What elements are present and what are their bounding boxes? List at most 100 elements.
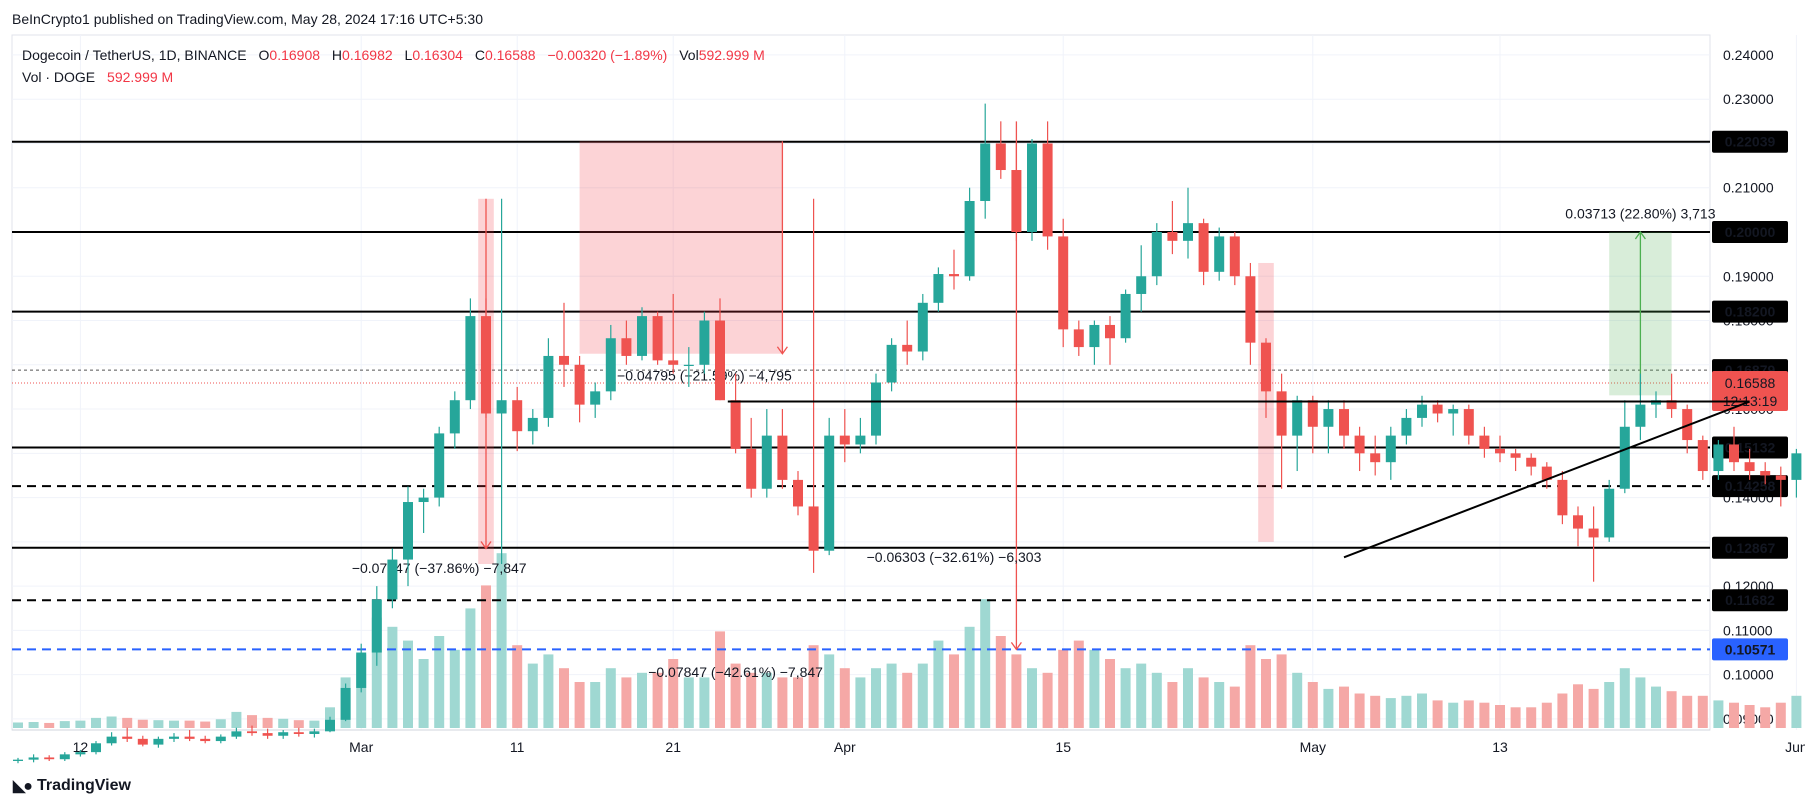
candle-up[interactable] xyxy=(1292,400,1303,436)
candle-up[interactable] xyxy=(1619,426,1630,489)
candle-down[interactable] xyxy=(247,731,257,734)
candle-down[interactable] xyxy=(668,360,679,365)
candle-up[interactable] xyxy=(1089,324,1100,348)
candle-up[interactable] xyxy=(933,274,944,303)
candle-down[interactable] xyxy=(1479,435,1490,449)
candle-down[interactable] xyxy=(1760,471,1771,476)
candle-up[interactable] xyxy=(1417,404,1427,418)
candle-down[interactable] xyxy=(1370,453,1381,463)
candle-down[interactable] xyxy=(1729,444,1739,463)
candle-down[interactable] xyxy=(200,738,211,742)
candle-down[interactable] xyxy=(559,355,569,365)
candle-down[interactable] xyxy=(1573,515,1583,529)
candle-up[interactable] xyxy=(637,316,647,356)
candle-down[interactable] xyxy=(808,506,819,551)
candle-up[interactable] xyxy=(1151,231,1162,277)
candle-down[interactable] xyxy=(1198,223,1209,272)
support-trendline[interactable] xyxy=(1343,400,1750,559)
candle-up[interactable] xyxy=(309,731,320,734)
candle-down[interactable] xyxy=(949,274,959,277)
candle-up[interactable] xyxy=(231,731,242,737)
candle-up[interactable] xyxy=(1448,409,1459,414)
candle-up[interactable] xyxy=(59,754,70,760)
candle-up[interactable] xyxy=(356,652,367,688)
candle-up[interactable] xyxy=(1323,409,1334,427)
candle-up[interactable] xyxy=(75,752,86,755)
candle-up[interactable] xyxy=(28,757,39,760)
symbol-name[interactable]: Dogecoin / TetherUS, 1D, BINANCE xyxy=(22,47,247,63)
candle-down[interactable] xyxy=(122,736,133,739)
candle-down[interactable] xyxy=(574,364,585,405)
candle-up[interactable] xyxy=(496,400,507,414)
candle-down[interactable] xyxy=(746,448,757,489)
candle-down[interactable] xyxy=(1042,143,1053,237)
candle-up[interactable] xyxy=(106,736,117,744)
candle-up[interactable] xyxy=(1635,404,1646,427)
candle-down[interactable] xyxy=(1775,475,1786,480)
candle-down[interactable] xyxy=(995,143,1006,171)
candle-down[interactable] xyxy=(1666,400,1677,410)
candle-up[interactable] xyxy=(13,759,23,761)
candle-down[interactable] xyxy=(1744,462,1755,472)
candle-up[interactable] xyxy=(91,743,101,753)
candle-up[interactable] xyxy=(387,559,398,600)
candle-down[interactable] xyxy=(1167,231,1178,241)
candle-down[interactable] xyxy=(1432,404,1443,414)
candle-down[interactable] xyxy=(1541,466,1552,480)
candle-down[interactable] xyxy=(137,738,148,745)
candle-down[interactable] xyxy=(1011,170,1022,232)
candle-down[interactable] xyxy=(1307,400,1318,427)
candle-down[interactable] xyxy=(1557,479,1568,516)
candle-up[interactable] xyxy=(1027,143,1037,232)
candle-down[interactable] xyxy=(1463,409,1474,436)
candle-down[interactable] xyxy=(902,344,913,352)
candle-up[interactable] xyxy=(1136,276,1147,294)
candle-up[interactable] xyxy=(403,502,413,560)
candle-down[interactable] xyxy=(1058,236,1069,330)
candle-down[interactable] xyxy=(1495,448,1505,454)
candle-down[interactable] xyxy=(652,316,663,361)
candle-down[interactable] xyxy=(839,435,850,445)
candle-up[interactable] xyxy=(855,435,866,445)
candle-down[interactable] xyxy=(481,316,491,414)
candle-down[interactable] xyxy=(777,435,788,480)
candle-down[interactable] xyxy=(1339,409,1349,436)
candle-down[interactable] xyxy=(1697,440,1708,472)
candle-down[interactable] xyxy=(512,400,523,432)
candle-up[interactable] xyxy=(465,316,476,401)
candle-down[interactable] xyxy=(1245,276,1256,343)
candle-up[interactable] xyxy=(1214,236,1225,272)
candle-down[interactable] xyxy=(1526,457,1537,467)
candle-up[interactable] xyxy=(434,433,445,498)
candle-up[interactable] xyxy=(590,391,601,405)
candle-up[interactable] xyxy=(1604,488,1615,538)
candle-up[interactable] xyxy=(683,364,694,366)
candle-down[interactable] xyxy=(1261,342,1271,392)
candle-down[interactable] xyxy=(793,479,803,507)
candle-up[interactable] xyxy=(917,302,928,352)
candle-up[interactable] xyxy=(824,435,835,551)
candle-up[interactable] xyxy=(605,338,616,392)
candle-up[interactable] xyxy=(1183,223,1193,241)
candle-up[interactable] xyxy=(153,738,164,745)
candle-down[interactable] xyxy=(184,736,195,739)
candle-up[interactable] xyxy=(371,599,382,653)
candle-down[interactable] xyxy=(1073,329,1084,348)
candle-down[interactable] xyxy=(1276,391,1287,436)
candle-down[interactable] xyxy=(1229,236,1240,277)
candle-up[interactable] xyxy=(1120,293,1131,339)
candle-up[interactable] xyxy=(871,382,881,436)
candle-down[interactable] xyxy=(621,338,632,356)
candle-up[interactable] xyxy=(1713,444,1724,472)
candle-up[interactable] xyxy=(699,320,710,365)
candle-up[interactable] xyxy=(761,435,772,489)
candle-up[interactable] xyxy=(543,355,554,418)
candle-down[interactable] xyxy=(293,732,304,734)
candle-up[interactable] xyxy=(886,344,897,383)
candle-down[interactable] xyxy=(715,320,725,401)
candle-up[interactable] xyxy=(964,201,975,277)
candle-up[interactable] xyxy=(278,732,289,736)
volume-indicator-label[interactable]: Vol · DOGE xyxy=(22,69,96,85)
candle-down[interactable] xyxy=(262,733,273,736)
